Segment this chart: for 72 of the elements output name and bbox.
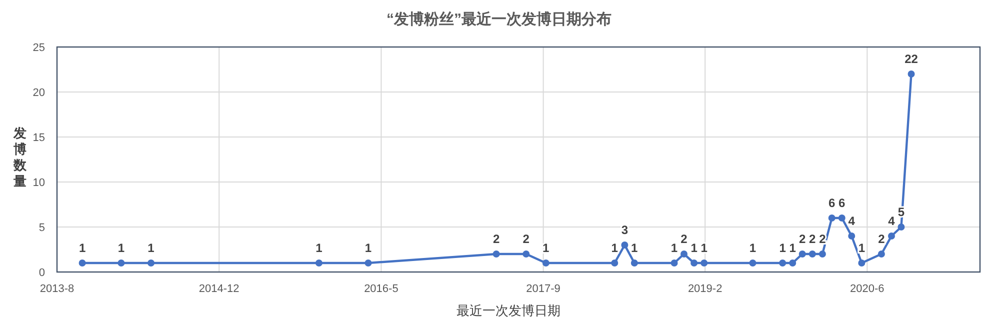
data-label: 1 (611, 241, 618, 255)
data-label: 1 (670, 241, 678, 255)
point (364, 260, 372, 266)
point (700, 260, 708, 266)
y-tick-label: 20 (32, 87, 45, 99)
data-label: 1 (316, 241, 323, 255)
data-label: 6 (828, 196, 836, 210)
point (898, 224, 905, 230)
point (690, 260, 698, 266)
point (749, 260, 756, 266)
data-label: 1 (858, 241, 866, 255)
data-label: 1 (700, 241, 708, 255)
x-tick-label: 2016-5 (364, 283, 398, 295)
y-tick-label: 25 (32, 42, 45, 54)
data-label: 1 (542, 241, 550, 255)
point (878, 250, 885, 258)
point (611, 260, 618, 266)
data-label: 1 (78, 241, 86, 255)
data-label: 3 (621, 223, 628, 237)
point (680, 250, 688, 258)
point (858, 260, 866, 266)
point (908, 70, 915, 78)
data-label: 4 (888, 214, 896, 228)
point (848, 232, 856, 240)
point (492, 250, 500, 258)
x-tick-label: 2019-2 (688, 283, 722, 295)
point (779, 260, 786, 266)
chart-title: “发博粉丝”最近一次发博日期分布 (386, 11, 612, 28)
point (621, 242, 628, 248)
y-axis-title: 发博数量 (12, 126, 28, 188)
point (789, 260, 796, 266)
y-tick-label: 5 (38, 222, 45, 234)
data-label: 2 (680, 232, 688, 246)
point (818, 250, 826, 258)
point (78, 260, 86, 266)
point (838, 214, 846, 222)
data-label: 1 (148, 241, 155, 255)
data-label: 22 (904, 52, 918, 66)
point (798, 250, 806, 258)
point (808, 250, 816, 258)
point (828, 214, 836, 222)
data-label: 1 (779, 241, 786, 255)
point (315, 260, 322, 266)
data-label: 1 (690, 241, 698, 255)
y-tick-label: 10 (32, 177, 45, 189)
x-tick-label: 2014-12 (198, 283, 240, 295)
point (888, 232, 895, 240)
point (118, 260, 125, 266)
point (542, 260, 550, 266)
data-label: 1 (364, 241, 372, 255)
data-label: 1 (749, 241, 756, 255)
y-tick-label: 15 (32, 132, 45, 144)
point (670, 260, 678, 266)
data-label: 2 (798, 232, 806, 246)
data-label: 2 (492, 232, 500, 246)
data-label: 2 (522, 232, 530, 246)
data-label: 4 (848, 214, 856, 228)
point (630, 260, 638, 266)
data-label: 1 (118, 241, 125, 255)
data-label: 2 (819, 232, 826, 246)
point (148, 260, 155, 266)
data-label: 2 (878, 232, 886, 246)
data-label: 1 (789, 241, 796, 255)
x-axis-title: 最近一次发博日期 (456, 303, 560, 318)
x-tick-label: 2017-9 (526, 283, 560, 295)
point (522, 250, 530, 258)
y-tick-label: 0 (38, 267, 45, 279)
x-tick-label: 2013-8 (40, 283, 74, 295)
data-label: 1 (631, 241, 638, 255)
data-label: 6 (838, 196, 846, 210)
data-label: 2 (809, 232, 816, 246)
x-tick-label: 2020-6 (850, 283, 884, 295)
